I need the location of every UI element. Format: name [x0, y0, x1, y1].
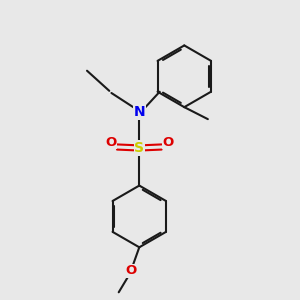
Text: O: O: [125, 264, 136, 278]
Text: S: S: [134, 141, 144, 155]
Text: O: O: [105, 136, 116, 149]
Text: O: O: [162, 136, 174, 149]
Text: N: N: [134, 105, 145, 119]
